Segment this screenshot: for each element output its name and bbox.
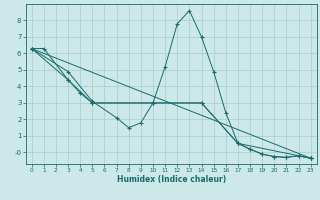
X-axis label: Humidex (Indice chaleur): Humidex (Indice chaleur) [116, 175, 226, 184]
